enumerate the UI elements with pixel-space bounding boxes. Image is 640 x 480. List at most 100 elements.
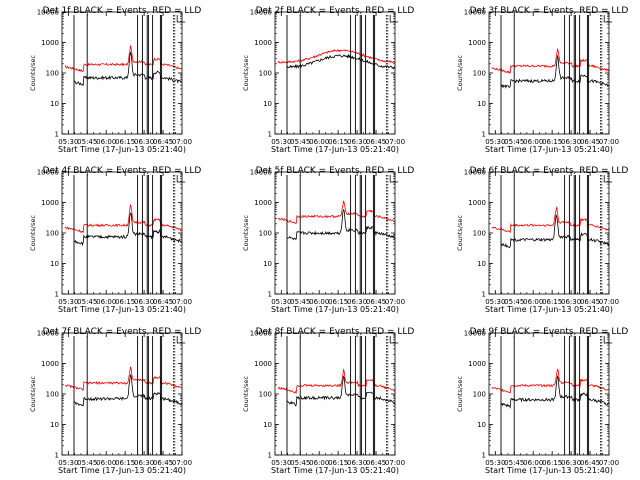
x-tick-label: 06:15	[115, 138, 135, 146]
y-tick-label: 1	[268, 131, 272, 139]
y-tick-label: 1	[482, 452, 486, 460]
series-events	[73, 52, 183, 87]
bracket-mark	[603, 15, 613, 23]
x-tick-label: 07:00	[172, 138, 192, 146]
y-tick-label: 10000	[464, 330, 486, 338]
y-tick-label: 10	[477, 100, 486, 108]
x-tick-label: 06:00	[523, 138, 543, 146]
x-tick-label: 06:45	[580, 138, 600, 146]
panel-det-3: Det 3f BLACK = Events, RED = LLD 1 10 100 10…	[456, 6, 628, 154]
x-axis-label: Start Time (17-Jun-13 05:21:40)	[58, 145, 186, 154]
x-tick-label: 05:30	[271, 459, 291, 467]
y-axis-label: Counts/sec	[242, 376, 250, 412]
y-tick-label: 10	[263, 421, 272, 429]
x-tick-label: 05:45	[504, 459, 524, 467]
y-tick-label: 10000	[37, 9, 59, 17]
x-tick-label: 05:45	[77, 298, 97, 306]
panel-title: Det 7f BLACK = Events, RED = LLD	[43, 327, 202, 337]
y-tick-label: 1000	[254, 199, 272, 207]
x-tick-label: 05:45	[290, 459, 310, 467]
plot-frame	[488, 332, 610, 456]
y-tick-label: 100	[46, 391, 59, 399]
series-lld	[277, 200, 396, 224]
x-axis-label: Start Time (17-Jun-13 05:21:40)	[271, 466, 399, 475]
x-axis-label: Start Time (17-Jun-13 05:21:40)	[485, 305, 613, 314]
y-tick-label: 1000	[468, 39, 486, 47]
panel-title: Det 2f BLACK = Events, RED = LLD	[256, 6, 415, 16]
bracket-mark	[176, 336, 186, 344]
series-lld	[277, 368, 396, 395]
series-events	[73, 212, 183, 247]
y-axis-label: Counts/sec	[242, 55, 250, 91]
y-tick-label: 100	[473, 70, 486, 78]
series-lld	[491, 206, 610, 234]
y-tick-label: 100	[473, 391, 486, 399]
x-tick-label: 06:45	[153, 459, 173, 467]
x-tick-label: 06:45	[580, 298, 600, 306]
x-tick-label: 06:30	[561, 459, 581, 467]
y-axis-label: Counts/sec	[456, 376, 464, 412]
x-tick-label: 07:00	[599, 298, 619, 306]
x-tick-label: 06:30	[134, 298, 154, 306]
y-tick-label: 1000	[254, 360, 272, 368]
x-tick-label: 06:45	[153, 298, 173, 306]
x-tick-label: 05:30	[485, 138, 505, 146]
x-tick-label: 06:00	[523, 459, 543, 467]
series-events	[500, 55, 610, 89]
x-tick-label: 06:15	[328, 138, 348, 146]
y-tick-label: 1	[55, 131, 59, 139]
x-axis-label: Start Time (17-Jun-13 05:21:40)	[485, 466, 613, 475]
bracket-mark	[389, 336, 399, 344]
x-tick-label: 07:00	[385, 298, 405, 306]
x-tick-label: 05:30	[58, 138, 78, 146]
y-axis-label: Counts/sec	[29, 215, 37, 251]
x-tick-label: 05:45	[290, 138, 310, 146]
y-tick-label: 10000	[37, 330, 59, 338]
series-lld	[491, 368, 610, 394]
y-tick-label: 100	[259, 391, 272, 399]
x-tick-label: 05:30	[485, 459, 505, 467]
x-tick-label: 06:15	[542, 298, 562, 306]
y-tick-label: 1	[55, 452, 59, 460]
x-tick-label: 06:30	[347, 138, 367, 146]
bracket-mark	[603, 336, 613, 344]
x-tick-label: 05:45	[77, 459, 97, 467]
x-tick-label: 06:15	[328, 298, 348, 306]
panel-det-9: Det 9f BLACK = Events, RED = LLD 1 10 100 10…	[456, 327, 628, 475]
series-events	[286, 208, 396, 241]
x-tick-label: 06:15	[328, 459, 348, 467]
x-tick-label: 06:00	[96, 298, 116, 306]
panel-title: Det 1f BLACK = Events, RED = LLD	[43, 6, 202, 16]
y-tick-label: 10	[50, 100, 59, 108]
y-tick-label: 1000	[468, 199, 486, 207]
bracket-mark	[389, 175, 399, 183]
x-tick-label: 06:45	[366, 138, 386, 146]
y-tick-label: 100	[46, 230, 59, 238]
x-tick-label: 06:30	[561, 138, 581, 146]
x-tick-label: 06:00	[309, 138, 329, 146]
y-tick-label: 10000	[37, 169, 59, 177]
x-tick-label: 06:15	[542, 459, 562, 467]
x-tick-label: 05:30	[271, 298, 291, 306]
series-lld	[64, 366, 183, 391]
panel-det-7: Det 7f BLACK = Events, RED = LLD 1 10 100 10…	[29, 327, 201, 475]
x-tick-label: 06:45	[580, 459, 600, 467]
y-axis-label: Counts/sec	[456, 55, 464, 91]
y-tick-label: 10000	[250, 330, 272, 338]
y-tick-label: 10	[263, 100, 272, 108]
x-tick-label: 06:00	[309, 298, 329, 306]
x-tick-label: 05:30	[485, 298, 505, 306]
x-tick-label: 06:00	[523, 298, 543, 306]
y-tick-label: 1000	[41, 39, 59, 47]
series-lld	[64, 45, 183, 73]
x-tick-label: 06:30	[347, 459, 367, 467]
x-tick-label: 06:45	[153, 138, 173, 146]
panel-title: Det 5f BLACK = Events, RED = LLD	[256, 166, 415, 176]
x-tick-label: 05:45	[77, 138, 97, 146]
x-tick-label: 06:00	[96, 138, 116, 146]
x-tick-label: 05:30	[58, 459, 78, 467]
y-axis-label: Counts/sec	[29, 376, 37, 412]
panel-title: Det 3f BLACK = Events, RED = LLD	[470, 6, 629, 16]
panel-title: Det 4f BLACK = Events, RED = LLD	[43, 166, 202, 176]
bracket-mark	[176, 175, 186, 183]
